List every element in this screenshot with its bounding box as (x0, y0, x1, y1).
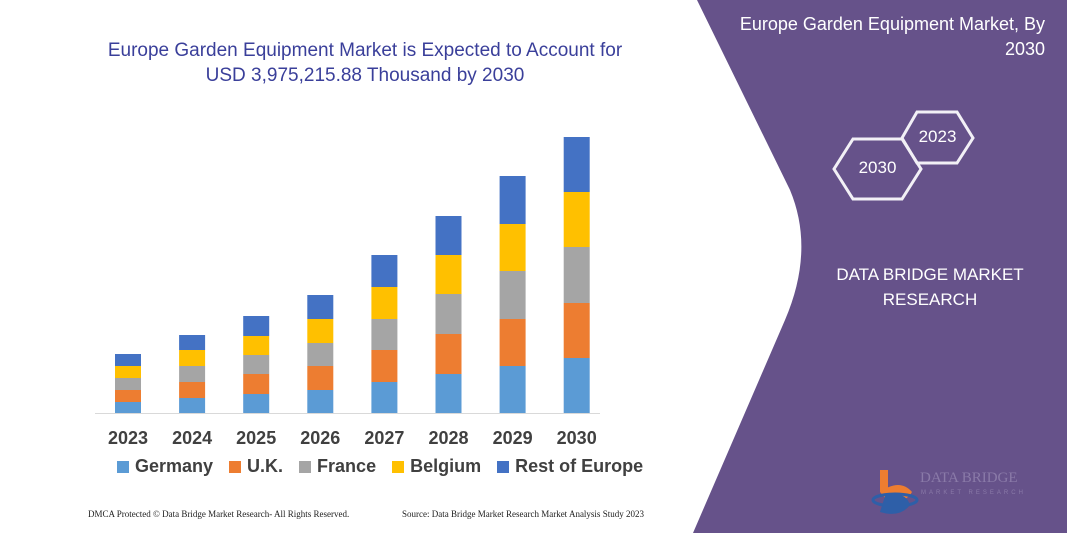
bar-segment-rest-of-europe-2024 (179, 335, 206, 350)
bar-segment-rest-of-europe-2029 (499, 176, 526, 224)
legend-label: France (317, 456, 377, 476)
bar-segment-germany-2028 (435, 374, 462, 413)
bar-segment-germany-2030 (563, 358, 590, 413)
bar-segment-u-k--2029 (499, 319, 526, 366)
legend-label: Rest of Europe (515, 456, 644, 476)
bar-segment-france-2026 (307, 343, 334, 366)
legend-item: U.K. (229, 456, 283, 477)
bar-segment-germany-2024 (179, 398, 206, 413)
bar-segment-belgium-2025 (243, 336, 270, 355)
bar-segment-u-k--2026 (307, 366, 334, 390)
bar-segment-u-k--2024 (179, 382, 206, 398)
bar-segment-u-k--2023 (115, 390, 141, 402)
bar-segment-belgium-2024 (179, 350, 206, 366)
hex-label-2023: 2023 (918, 127, 957, 146)
bar-segment-rest-of-europe-2030 (563, 137, 590, 192)
logo-subtext: MARKET RESEARCH (921, 490, 1026, 496)
bar-segment-u-k--2025 (243, 374, 270, 394)
legend-item: Belgium (392, 456, 481, 477)
bar-segment-belgium-2029 (499, 224, 526, 271)
bar-segment-belgium-2028 (435, 255, 462, 294)
x-tick-label: 2030 (556, 428, 597, 448)
bar-segment-france-2024 (179, 366, 206, 382)
legend: Germany U.K. France Belgium Rest of Europe (117, 456, 643, 477)
x-tick-label: 2028 (428, 428, 469, 448)
footer-source: Source: Data Bridge Market Research Mark… (402, 509, 644, 519)
x-tick-label: 2027 (364, 428, 405, 448)
bar-segment-rest-of-europe-2023 (115, 354, 141, 366)
legend-swatch (229, 460, 242, 473)
bar-segment-belgium-2023 (115, 366, 141, 378)
bar-segment-france-2025 (243, 355, 270, 374)
chart-title: Europe Garden Equipment Market is Expect… (107, 40, 623, 86)
bar-segment-rest-of-europe-2026 (307, 295, 334, 319)
legend-swatch (392, 460, 405, 473)
bar-segment-belgium-2030 (563, 192, 590, 247)
footer-copyright: DMCA Protected © Data Bridge Market Rese… (88, 509, 350, 519)
legend-item: Germany (117, 456, 213, 477)
bar-segment-germany-2025 (243, 394, 270, 413)
bar-segment-u-k--2030 (563, 303, 590, 358)
bar-segment-rest-of-europe-2028 (435, 216, 462, 255)
x-tick-label: 2029 (492, 428, 533, 448)
bar-segment-belgium-2026 (307, 319, 334, 343)
x-tick-label: 2026 (300, 428, 341, 448)
logo-text: DATA BRIDGE (920, 470, 1018, 486)
bar-segment-france-2030 (563, 247, 590, 303)
purple-panel (693, 0, 1067, 533)
bar-segment-france-2027 (371, 319, 398, 350)
legend-item: Rest of Europe (497, 456, 643, 477)
logo-icon (871, 470, 919, 514)
panel-title: Europe Garden Equipment Market, By 2030 (739, 14, 1045, 59)
hex-label-2030: 2030 (858, 158, 897, 177)
bar-segment-germany-2026 (307, 390, 334, 413)
legend-swatch (117, 460, 129, 473)
bar-segment-u-k--2027 (371, 350, 398, 382)
legend-swatch (299, 460, 312, 473)
legend-label: Belgium (410, 456, 482, 476)
x-tick-label: 2023 (107, 428, 149, 448)
bar-segment-u-k--2028 (435, 334, 462, 374)
legend-label: Germany (135, 456, 214, 476)
legend-label: U.K. (247, 456, 284, 476)
legend-swatch (497, 460, 510, 473)
bar-segment-france-2029 (499, 271, 526, 319)
bar-segment-france-2028 (435, 294, 462, 334)
bar-segment-rest-of-europe-2025 (243, 316, 270, 336)
bar-segment-germany-2029 (499, 366, 526, 413)
x-tick-label: 2025 (236, 428, 277, 448)
bars (115, 137, 590, 413)
legend-item: France (299, 456, 376, 477)
brand-name: DATA BRIDGE MARKET RESEARCH (836, 265, 1024, 309)
bar-segment-germany-2027 (371, 382, 398, 413)
bar-segment-germany-2023 (115, 402, 141, 413)
bar-segment-france-2023 (115, 378, 141, 390)
hexagon-2030 (832, 137, 923, 201)
bar-segment-rest-of-europe-2027 (371, 255, 398, 287)
bar-segment-belgium-2027 (371, 287, 398, 319)
x-tick-label: 2024 (172, 428, 213, 448)
